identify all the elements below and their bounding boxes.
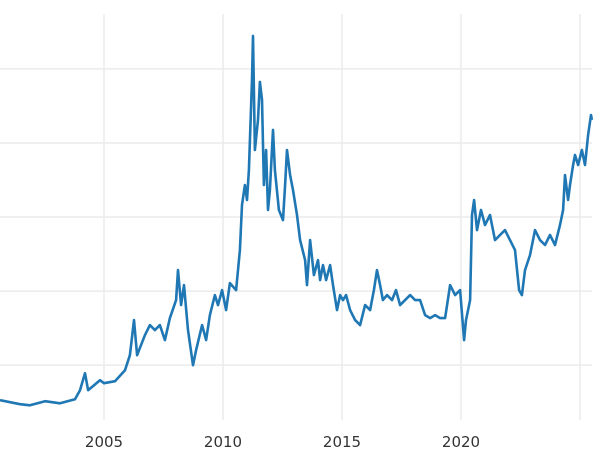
vertical-gridlines xyxy=(103,14,581,420)
x-axis-ticks: 2005 2010 2015 2020 xyxy=(85,433,480,450)
x-tick-label: 2010 xyxy=(204,433,242,450)
x-tick-label: 2015 xyxy=(323,433,361,450)
series-line xyxy=(0,34,594,407)
x-tick-label: 2020 xyxy=(442,433,480,450)
x-tick-label: 2005 xyxy=(85,433,123,450)
